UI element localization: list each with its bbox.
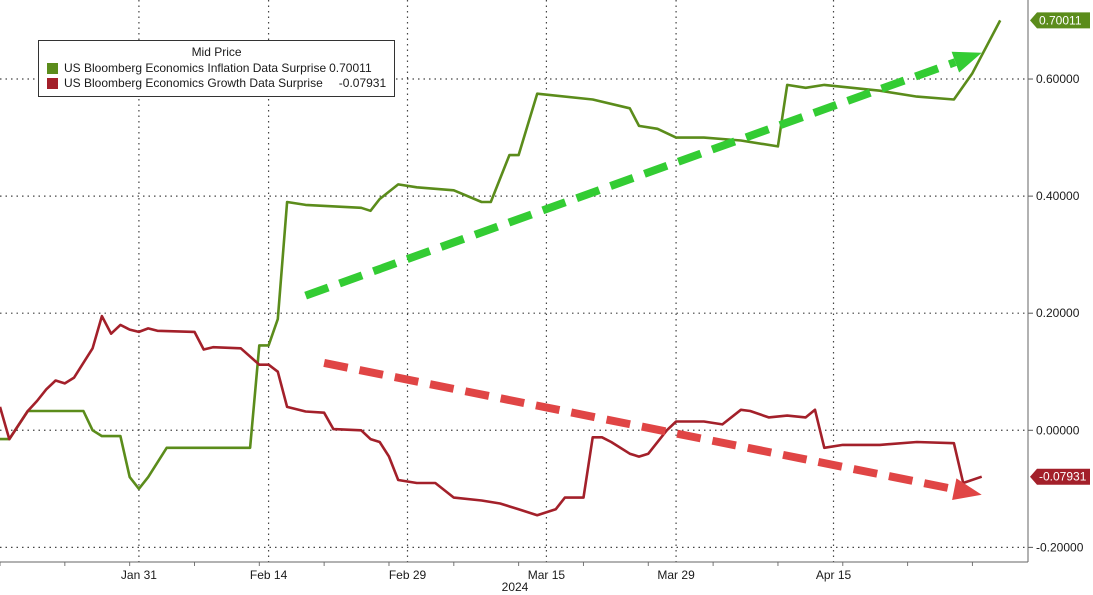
y-tick-label: 0.20000 [1036, 306, 1080, 320]
x-tick-label: Mar 15 [528, 568, 566, 582]
legend-swatch-inflation [47, 63, 58, 74]
legend-label-inflation: US Bloomberg Economics Inflation Data Su… [64, 61, 327, 75]
legend-value-growth: -0.07931 [338, 76, 387, 90]
last-value-label-inflation: 0.70011 [1039, 13, 1082, 27]
y-tick-label: 0.00000 [1036, 423, 1080, 437]
last-value-label-growth: -0.07931 [1039, 470, 1087, 484]
axes: 0.60000 0.40000 0.20000 0.00000 -0.20000 Jan … [0, 0, 1084, 582]
uptrend-arrow-head [951, 51, 982, 73]
last-value-tag-inflation [1030, 12, 1090, 29]
legend-entry-growth: US Bloomberg Economics Growth Data Surpr… [47, 76, 386, 91]
last-value-tag-growth [1030, 468, 1090, 485]
downtrend-arrow-shaft [323, 359, 956, 494]
trend-arrows [304, 51, 982, 500]
y-tick-label: 0.60000 [1036, 72, 1080, 86]
value-labels: 0.70011 -0.07931 [1030, 12, 1090, 485]
x-tick-label: Feb 14 [250, 568, 288, 582]
x-tick-label: Mar 29 [657, 568, 695, 582]
x-tick-label: Feb 29 [389, 568, 427, 582]
legend-value-inflation: 0.70011 [329, 61, 372, 75]
y-tick-label: 0.40000 [1036, 189, 1080, 203]
series-lines [0, 19, 1002, 517]
uptrend-arrow-shaft [304, 58, 957, 300]
legend: Mid Price US Bloomberg Economics Inflati… [38, 40, 396, 97]
series-line-inflation [0, 19, 1002, 491]
legend-title: Mid Price [191, 45, 242, 59]
legend-label-growth: US Bloomberg Economics Growth Data Surpr… [64, 76, 323, 90]
legend-entry-inflation: US Bloomberg Economics Inflation Data Su… [47, 61, 386, 76]
downtrend-arrow-head [952, 478, 982, 500]
series-line-growth [0, 314, 983, 517]
x-axis-year-label: 2024 [501, 580, 529, 594]
y-tick-label: -0.20000 [1036, 540, 1084, 554]
legend-swatch-growth [47, 78, 58, 89]
x-tick-label: Jan 31 [121, 568, 157, 582]
x-tick-label: Apr 15 [816, 568, 852, 582]
